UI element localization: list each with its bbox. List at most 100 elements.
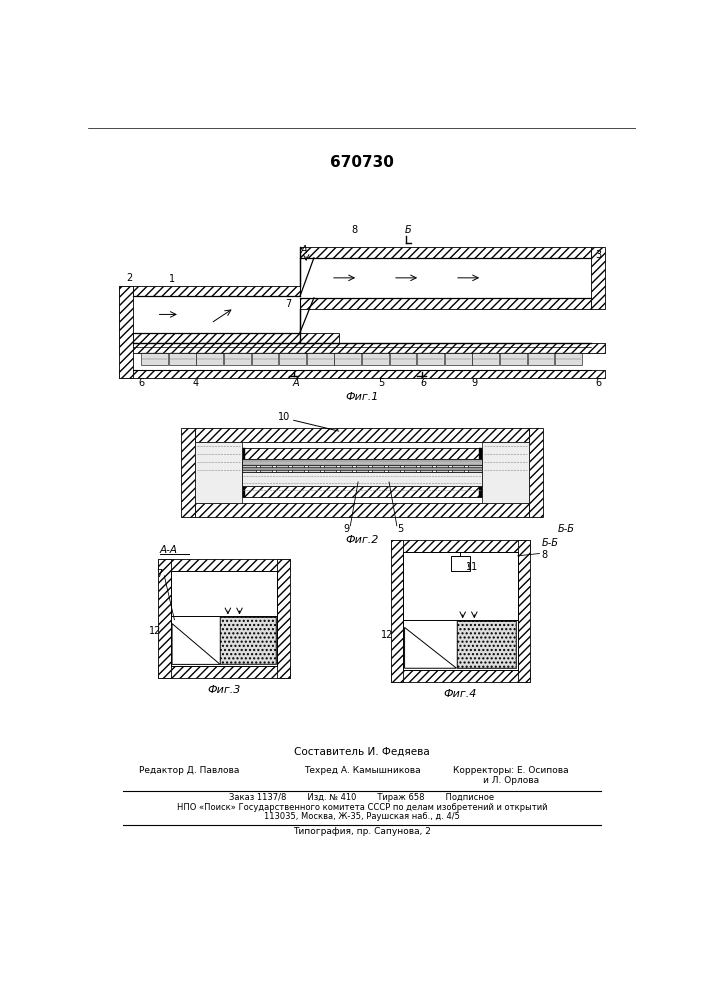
Bar [224, 349, 251, 365]
Bar [288, 465, 292, 472]
Text: Фиг.2: Фиг.2 [345, 535, 379, 545]
Bar [432, 465, 436, 472]
Polygon shape [172, 624, 220, 664]
Bar [158, 666, 290, 678]
Text: Фиг.1: Фиг.1 [345, 392, 379, 402]
Bar [391, 540, 403, 682]
Bar [119, 286, 134, 343]
Bar [479, 448, 482, 497]
Bar [195, 428, 529, 442]
Bar [336, 465, 340, 472]
Bar [134, 286, 339, 296]
Text: 4: 4 [192, 378, 199, 388]
Bar [119, 370, 604, 378]
Text: 10: 10 [279, 412, 291, 422]
Text: А: А [300, 245, 307, 255]
Text: Б-Б: Б-Б [558, 524, 575, 534]
Bar [195, 503, 529, 517]
Bar [529, 428, 542, 517]
Bar [482, 442, 529, 503]
Bar [271, 465, 276, 472]
Bar [300, 258, 590, 298]
Text: 8: 8 [351, 225, 357, 235]
Bar [300, 247, 590, 258]
Bar [527, 349, 554, 365]
Bar [182, 428, 195, 517]
Bar [255, 465, 260, 472]
Text: 670730: 670730 [330, 155, 394, 170]
Bar [403, 552, 518, 670]
Bar [445, 349, 472, 365]
Bar [134, 296, 300, 333]
Text: 7: 7 [156, 569, 162, 579]
Bar [472, 349, 499, 365]
Bar [158, 559, 170, 678]
Bar [242, 465, 482, 472]
Bar [141, 349, 168, 365]
Bar [242, 448, 245, 497]
Text: Техред А. Камышникова: Техред А. Камышникова [303, 766, 420, 775]
Text: 6: 6 [595, 378, 602, 388]
Bar [518, 540, 530, 682]
Bar [170, 616, 277, 666]
Bar [303, 465, 308, 472]
Text: 1: 1 [169, 274, 175, 284]
Text: Б: Б [405, 225, 411, 235]
Bar [334, 349, 361, 365]
Text: НПО «Поиск» Государственного комитета СССР по делам изобретений и открытий: НПО «Поиск» Государственного комитета СС… [177, 803, 547, 812]
Text: Редактор Д. Павлова: Редактор Д. Павлова [139, 766, 239, 775]
Bar [252, 349, 279, 365]
Text: 2: 2 [127, 273, 133, 283]
Bar [242, 486, 482, 497]
Text: Фиг.3: Фиг.3 [207, 685, 240, 695]
Bar [590, 247, 604, 309]
Bar [242, 467, 482, 470]
Text: Заказ 1137/8        Изд. № 410        Тираж 658        Подписное: Заказ 1137/8 Изд. № 410 Тираж 658 Подпис… [229, 793, 494, 802]
Text: А-А: А-А [160, 545, 177, 555]
Bar [300, 298, 590, 309]
Text: и Л. Орлова: и Л. Орлова [483, 776, 539, 785]
Bar [384, 465, 388, 472]
Text: 11: 11 [466, 562, 478, 572]
Bar [242, 472, 482, 486]
Bar [158, 559, 290, 571]
Bar [391, 540, 530, 552]
Bar [119, 343, 604, 353]
Text: Корректоры: Е. Осипова: Корректоры: Е. Осипова [453, 766, 568, 775]
Bar [555, 349, 582, 365]
Text: 12: 12 [149, 626, 161, 636]
Text: Фиг.4: Фиг.4 [444, 689, 477, 699]
Bar [416, 465, 421, 472]
Text: 3: 3 [595, 250, 602, 260]
Bar [457, 621, 516, 668]
Bar [134, 347, 590, 349]
Text: 6: 6 [421, 378, 427, 388]
Bar [134, 333, 339, 343]
Bar [403, 620, 518, 670]
Bar [277, 559, 290, 678]
Bar [279, 349, 306, 365]
Text: 9: 9 [472, 378, 477, 388]
Bar [220, 617, 276, 664]
Bar [351, 465, 356, 472]
Text: 6: 6 [138, 378, 144, 388]
Text: 12: 12 [381, 630, 394, 640]
Text: 7: 7 [285, 299, 291, 309]
Bar [220, 617, 276, 664]
Bar [242, 459, 482, 465]
Text: 8: 8 [542, 550, 548, 560]
Bar [500, 349, 527, 365]
Bar [242, 448, 482, 459]
Text: Б-Б: Б-Б [542, 538, 559, 548]
Text: Типография, пр. Сапунова, 2: Типография, пр. Сапунова, 2 [293, 827, 431, 836]
Text: А: А [293, 378, 299, 388]
Polygon shape [404, 627, 457, 668]
Bar [320, 465, 325, 472]
Bar [451, 556, 469, 571]
Bar [399, 465, 404, 472]
Bar [457, 621, 516, 668]
Bar [170, 571, 277, 666]
Bar [391, 670, 530, 682]
Bar [368, 465, 373, 472]
Bar [134, 343, 590, 347]
